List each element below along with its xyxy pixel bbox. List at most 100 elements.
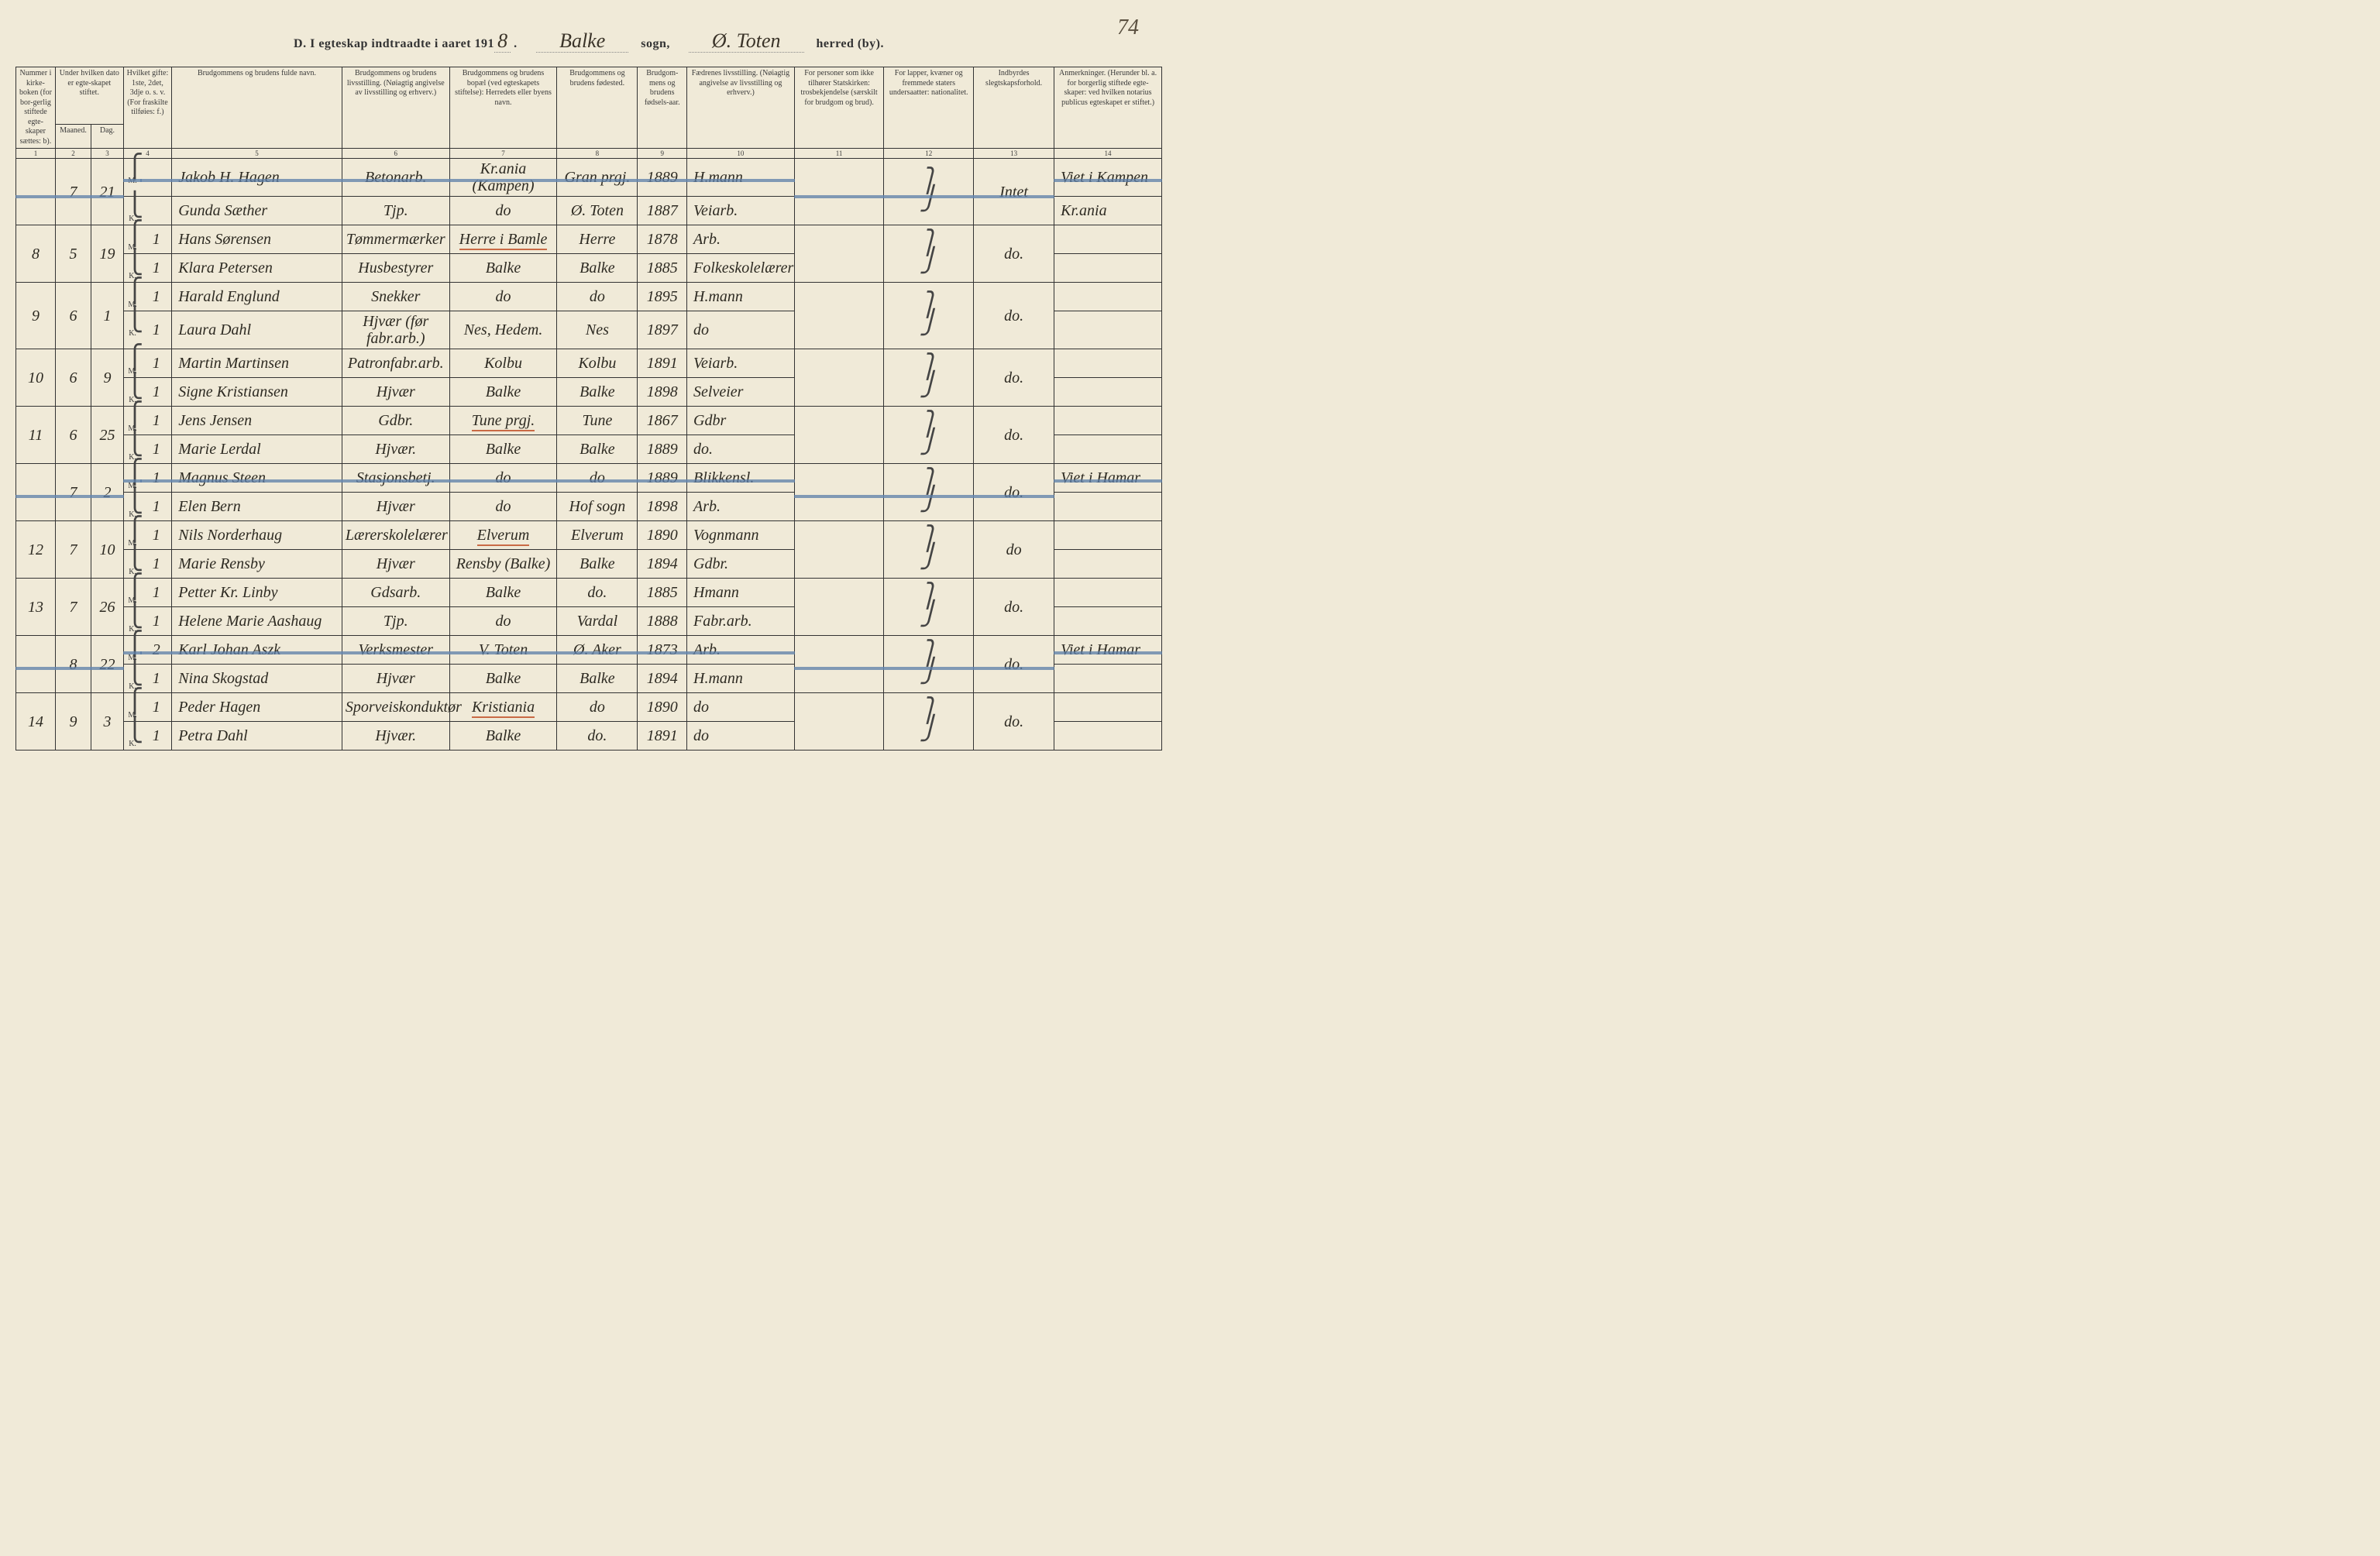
father-k: Veiarb. bbox=[687, 197, 795, 225]
c11 bbox=[794, 464, 884, 521]
day: 22 bbox=[91, 636, 124, 693]
res-m: do bbox=[449, 283, 557, 311]
res-m: Balke bbox=[449, 579, 557, 607]
father-m: Arb. bbox=[687, 636, 795, 665]
month: 6 bbox=[55, 283, 91, 349]
res-k: Balke bbox=[449, 435, 557, 464]
birth-m: do bbox=[557, 464, 638, 493]
res-k: do bbox=[449, 607, 557, 636]
occ-k: Hjvær bbox=[342, 378, 449, 407]
table-row-groom: 721⎧ M.Jakob H. HagenBetonarb.Kr.ania (K… bbox=[16, 159, 1162, 197]
birth-m: do bbox=[557, 693, 638, 722]
table-row-groom: 1493⎧ M.1Peder HagenSporveiskonduktørKri… bbox=[16, 693, 1162, 722]
father-k: do. bbox=[687, 435, 795, 464]
hdr-11: For personer som ikke tilhører Statskirk… bbox=[794, 67, 884, 149]
entry-num: 14 bbox=[16, 693, 56, 751]
colnum: 5 bbox=[172, 149, 342, 159]
res-m: Kristiania bbox=[449, 693, 557, 722]
occ-k: Hjvær bbox=[342, 550, 449, 579]
month: 7 bbox=[55, 521, 91, 579]
page-number: 74 bbox=[1117, 15, 1139, 40]
occ-k: Tjp. bbox=[342, 607, 449, 636]
c13: do. bbox=[974, 693, 1054, 751]
colnum: 6 bbox=[342, 149, 449, 159]
table-row-groom: 72⎧ M.1Magnus SteenStasjonsbetj.dodo1889… bbox=[16, 464, 1162, 493]
year-k: 1898 bbox=[638, 493, 687, 521]
gifte-k: 1 bbox=[141, 722, 171, 751]
mk-m: ⎧ M. bbox=[123, 636, 141, 665]
occ-k: Hjvær (før fabr.arb.) bbox=[342, 311, 449, 349]
register-page: 74 D. I egteskap indtraadte i aaret 1918… bbox=[15, 23, 1162, 751]
c11 bbox=[794, 225, 884, 283]
birth-k: Vardal bbox=[557, 607, 638, 636]
c14-m bbox=[1054, 349, 1162, 378]
year-k: 1885 bbox=[638, 254, 687, 283]
colnum: 8 bbox=[557, 149, 638, 159]
occ-m: Snekker bbox=[342, 283, 449, 311]
birth-m: Ø. Aker bbox=[557, 636, 638, 665]
birth-m: Tune bbox=[557, 407, 638, 435]
entry-num bbox=[16, 464, 56, 521]
res-m: Herre i Bamle bbox=[449, 225, 557, 254]
occ-k: Hjvær bbox=[342, 665, 449, 693]
occ-k: Tjp. bbox=[342, 197, 449, 225]
gifte-k: 1 bbox=[141, 311, 171, 349]
name-m: Jens Jensen bbox=[172, 407, 342, 435]
name-m: Martin Martinsen bbox=[172, 349, 342, 378]
c14-m: Viet i Hamar bbox=[1054, 464, 1162, 493]
entry-num: 11 bbox=[16, 407, 56, 464]
father-m: Gdbr bbox=[687, 407, 795, 435]
occ-m: Tømmermærker bbox=[342, 225, 449, 254]
occ-k: Husbestyrer bbox=[342, 254, 449, 283]
father-k: Folkeskolelærer bbox=[687, 254, 795, 283]
c14-m bbox=[1054, 579, 1162, 607]
register-table: Nummer i kirke-boken (for bor-gerlig sti… bbox=[15, 67, 1162, 751]
father-m: Veiarb. bbox=[687, 349, 795, 378]
table-row-groom: 961⎧ M.1Harald EnglundSnekkerdodo1895H.m… bbox=[16, 283, 1162, 311]
father-k: Selveier bbox=[687, 378, 795, 407]
father-m: Vognmann bbox=[687, 521, 795, 550]
res-m: V. Toten bbox=[449, 636, 557, 665]
colnum: 14 bbox=[1054, 149, 1162, 159]
c13: do. bbox=[974, 349, 1054, 407]
name-k: Klara Petersen bbox=[172, 254, 342, 283]
hdr-13: Indbyrdes slegtskapsforhold. bbox=[974, 67, 1054, 149]
birth-k: Balke bbox=[557, 254, 638, 283]
birth-k: Balke bbox=[557, 550, 638, 579]
c13: do. bbox=[974, 225, 1054, 283]
res-m: do bbox=[449, 464, 557, 493]
name-k: Marie Rensby bbox=[172, 550, 342, 579]
hdr-5: Brudgommens og brudens fulde navn. bbox=[172, 67, 342, 149]
month: 7 bbox=[55, 464, 91, 521]
year-m: 1889 bbox=[638, 464, 687, 493]
c11 bbox=[794, 283, 884, 349]
gifte-m: 1 bbox=[141, 579, 171, 607]
hdr-9: Brudgom-mens og brudens fødsels-aar. bbox=[638, 67, 687, 149]
name-m: Nils Norderhaug bbox=[172, 521, 342, 550]
hdr-12: For lapper, kvæner og fremmede staters u… bbox=[884, 67, 974, 149]
gifte-k: 1 bbox=[141, 607, 171, 636]
birth-m: Kolbu bbox=[557, 349, 638, 378]
c13: do. bbox=[974, 464, 1054, 521]
res-k: Rensby (Balke) bbox=[449, 550, 557, 579]
gifte-k: 1 bbox=[141, 550, 171, 579]
occ-m: Betonarb. bbox=[342, 159, 449, 197]
month: 7 bbox=[55, 579, 91, 636]
father-m: Blikkensl. bbox=[687, 464, 795, 493]
table-row-groom: 13726⎧ M.1Petter Kr. LinbyGdsarb.Balkedo… bbox=[16, 579, 1162, 607]
year-k: 1894 bbox=[638, 550, 687, 579]
c12: ⎫⎭ bbox=[884, 636, 974, 693]
res-m: Tune prgj. bbox=[449, 407, 557, 435]
sogn-value: Balke bbox=[536, 29, 628, 53]
res-m: Elverum bbox=[449, 521, 557, 550]
occ-m: Patronfabr.arb. bbox=[342, 349, 449, 378]
father-m: do bbox=[687, 693, 795, 722]
gifte-m: 1 bbox=[141, 521, 171, 550]
birth-m: do bbox=[557, 283, 638, 311]
hdr-4: Hvilket gifte: 1ste, 2det, 3dje o. s. v.… bbox=[123, 67, 171, 149]
c11 bbox=[794, 521, 884, 579]
day: 2 bbox=[91, 464, 124, 521]
c11 bbox=[794, 349, 884, 407]
name-k: Laura Dahl bbox=[172, 311, 342, 349]
c14-m bbox=[1054, 693, 1162, 722]
